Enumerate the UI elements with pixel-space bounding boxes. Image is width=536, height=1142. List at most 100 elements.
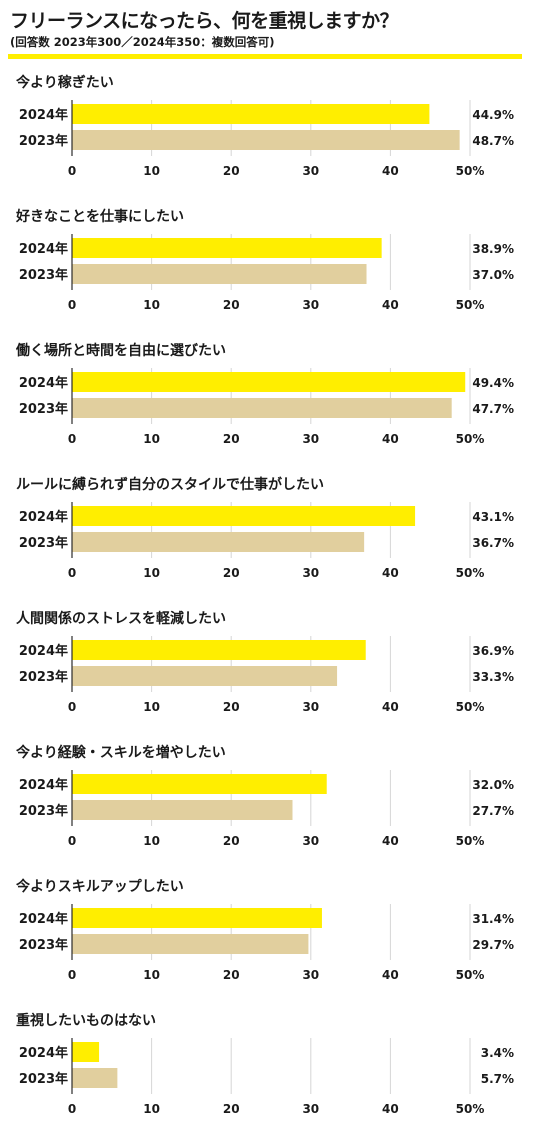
page-title: フリーランスになったら、何を重視しますか？ — [10, 10, 399, 32]
x-tick-label: 0 — [68, 566, 76, 580]
x-tick-label: 40 — [382, 968, 399, 982]
x-tick-label: 30 — [302, 164, 319, 178]
chart-title: 働く場所と時間を自由に選びたい — [15, 342, 226, 359]
value-label: 47.7% — [472, 402, 514, 416]
value-label: 31.4% — [472, 912, 514, 926]
value-label: 38.9% — [472, 242, 514, 256]
category-label: 2023年 — [19, 401, 68, 417]
category-label: 2023年 — [19, 535, 68, 551]
x-tick-label: 50% — [456, 1102, 485, 1116]
x-tick-label: 10 — [143, 968, 160, 982]
category-label: 2023年 — [19, 1071, 68, 1087]
bar-2024 — [72, 104, 430, 124]
x-tick-label: 30 — [302, 298, 319, 312]
x-tick-label: 20 — [223, 432, 240, 446]
category-label: 2023年 — [19, 267, 68, 283]
category-label: 2024年 — [19, 509, 68, 525]
x-tick-label: 0 — [68, 298, 76, 312]
title-underline — [8, 54, 522, 59]
x-tick-label: 50% — [456, 432, 485, 446]
x-tick-label: 20 — [223, 834, 240, 848]
x-tick-label: 30 — [302, 432, 319, 446]
chart-title: 今より経験・スキルを増やしたい — [15, 744, 226, 761]
x-tick-label: 10 — [143, 298, 160, 312]
value-label: 33.3% — [472, 670, 514, 684]
bar-2024 — [72, 238, 382, 258]
chart-title: 今より稼ぎたい — [15, 74, 114, 91]
value-label: 43.1% — [472, 510, 514, 524]
bar-2023 — [72, 1068, 118, 1088]
x-tick-label: 10 — [143, 1102, 160, 1116]
category-label: 2024年 — [19, 375, 68, 391]
value-label: 48.7% — [472, 134, 514, 148]
x-tick-label: 40 — [382, 834, 399, 848]
category-label: 2024年 — [19, 107, 68, 123]
x-tick-label: 30 — [302, 566, 319, 580]
x-tick-label: 20 — [223, 700, 240, 714]
category-label: 2024年 — [19, 1045, 68, 1061]
x-tick-label: 20 — [223, 968, 240, 982]
x-tick-label: 0 — [68, 164, 76, 178]
x-tick-label: 50% — [456, 566, 485, 580]
category-label: 2024年 — [19, 777, 68, 793]
x-tick-label: 0 — [68, 432, 76, 446]
x-tick-label: 10 — [143, 700, 160, 714]
x-tick-label: 30 — [302, 834, 319, 848]
x-tick-label: 10 — [143, 834, 160, 848]
value-label: 27.7% — [472, 804, 514, 818]
chart-title: 重視したいものはない — [16, 1012, 156, 1029]
category-label: 2023年 — [19, 803, 68, 819]
x-tick-label: 0 — [68, 700, 76, 714]
category-label: 2024年 — [19, 241, 68, 257]
bar-2023 — [72, 666, 338, 686]
value-label: 3.4% — [481, 1046, 514, 1060]
bar-2024 — [72, 506, 416, 526]
x-tick-label: 50% — [456, 700, 485, 714]
x-tick-label: 10 — [143, 566, 160, 580]
x-tick-label: 10 — [143, 432, 160, 446]
value-label: 37.0% — [472, 268, 514, 282]
value-label: 36.9% — [472, 644, 514, 658]
category-label: 2023年 — [19, 937, 68, 953]
value-label: 32.0% — [472, 778, 514, 792]
chart-title: 好きなことを仕事にしたい — [15, 208, 184, 225]
x-tick-label: 40 — [382, 566, 399, 580]
x-tick-label: 20 — [223, 566, 240, 580]
x-tick-label: 30 — [302, 1102, 319, 1116]
value-label: 44.9% — [472, 108, 514, 122]
chart-title: ルールに縛られず自分のスタイルで仕事がしたい — [16, 476, 324, 493]
x-tick-label: 40 — [382, 298, 399, 312]
x-tick-label: 30 — [302, 968, 319, 982]
x-tick-label: 20 — [223, 1102, 240, 1116]
bar-2024 — [72, 774, 327, 794]
x-tick-label: 50% — [456, 834, 485, 848]
value-label: 5.7% — [481, 1072, 514, 1086]
x-tick-label: 40 — [382, 164, 399, 178]
page-subtitle: (回答数 2023年300／2024年350：複数回答可) — [10, 35, 275, 49]
x-tick-label: 0 — [68, 1102, 76, 1116]
x-tick-label: 0 — [68, 968, 76, 982]
bar-2023 — [72, 532, 365, 552]
chart-header: フリーランスになったら、何を重視しますか？ (回答数 2023年300／2024… — [0, 0, 536, 62]
x-tick-label: 0 — [68, 834, 76, 848]
bar-2024 — [72, 372, 466, 392]
value-label: 29.7% — [472, 938, 514, 952]
bar-2023 — [72, 800, 293, 820]
x-tick-label: 50% — [456, 298, 485, 312]
x-tick-label: 40 — [382, 700, 399, 714]
category-label: 2023年 — [19, 133, 68, 149]
category-label: 2024年 — [19, 643, 68, 659]
bar-2023 — [72, 130, 460, 150]
x-tick-label: 50% — [456, 968, 485, 982]
x-tick-label: 40 — [382, 432, 399, 446]
bar-2023 — [72, 398, 452, 418]
value-label: 49.4% — [472, 376, 514, 390]
bar-2024 — [72, 908, 322, 928]
x-tick-label: 30 — [302, 700, 319, 714]
x-tick-label: 20 — [223, 164, 240, 178]
x-tick-label: 10 — [143, 164, 160, 178]
x-tick-label: 50% — [456, 164, 485, 178]
bar-2023 — [72, 264, 367, 284]
value-label: 36.7% — [472, 536, 514, 550]
x-tick-label: 40 — [382, 1102, 399, 1116]
